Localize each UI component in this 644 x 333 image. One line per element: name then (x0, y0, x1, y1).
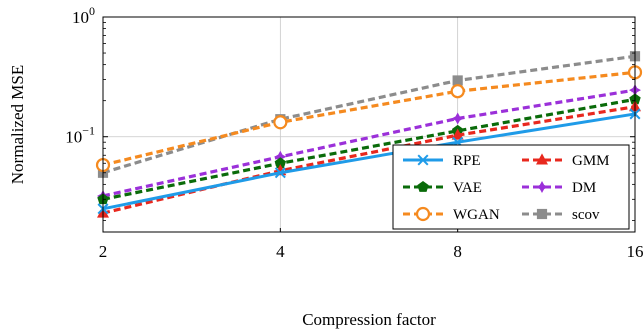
triangle-icon (451, 128, 464, 140)
y-tick-label: 10−1 (65, 124, 95, 147)
series-line (102, 54, 636, 175)
legend-label: WGAN (453, 207, 500, 223)
legend-label: GMM (572, 153, 610, 169)
legend-label: DM (572, 180, 596, 196)
legend: RPE GMM VAE DM WGAN scov (392, 144, 630, 230)
y-axis-label: Normalized MSE (8, 65, 27, 184)
legend-item-vae: VAE (403, 180, 482, 196)
series-wgan (95, 65, 643, 173)
x-icon (417, 154, 429, 166)
y-tick-exponent: 0 (89, 4, 95, 18)
x-icon (274, 167, 286, 179)
legend-label: scov (572, 207, 600, 223)
legend-label: RPE (453, 153, 481, 169)
plot-frame (102, 16, 636, 233)
x-tick-label: 2 (99, 242, 108, 261)
y-tick-exponent: −1 (82, 124, 95, 138)
pentagon-icon (274, 157, 287, 169)
y-tick-base: 10 (65, 128, 82, 147)
legend-label: VAE (453, 180, 482, 196)
series-line (102, 88, 636, 198)
legend-item-gmm: GMM (522, 153, 610, 169)
y-tick-base: 10 (72, 8, 89, 27)
legend-item-wgan: WGAN (403, 206, 500, 223)
square-icon (452, 75, 463, 86)
series-line (102, 97, 636, 201)
x-tick-label: 8 (453, 242, 462, 261)
x-tick-label: 16 (627, 242, 644, 261)
circle-icon (273, 115, 288, 130)
pentagon-icon (417, 181, 429, 192)
legend-item-rpe: RPE (403, 153, 481, 169)
x-tick-label: 4 (276, 242, 285, 261)
star-icon (274, 150, 287, 163)
legend-item-scov: scov (522, 207, 600, 223)
series-line (102, 70, 636, 167)
star-icon (536, 181, 548, 193)
star-icon (451, 112, 464, 125)
triangle-icon (536, 153, 548, 165)
circle-icon (450, 84, 465, 99)
circle-icon (415, 206, 431, 222)
x-axis-label: Compression factor (302, 310, 436, 329)
series-line (102, 112, 636, 211)
legend-item-dm: DM (522, 180, 596, 196)
y-tick-label: 100 (72, 4, 95, 27)
square-icon (536, 208, 548, 220)
